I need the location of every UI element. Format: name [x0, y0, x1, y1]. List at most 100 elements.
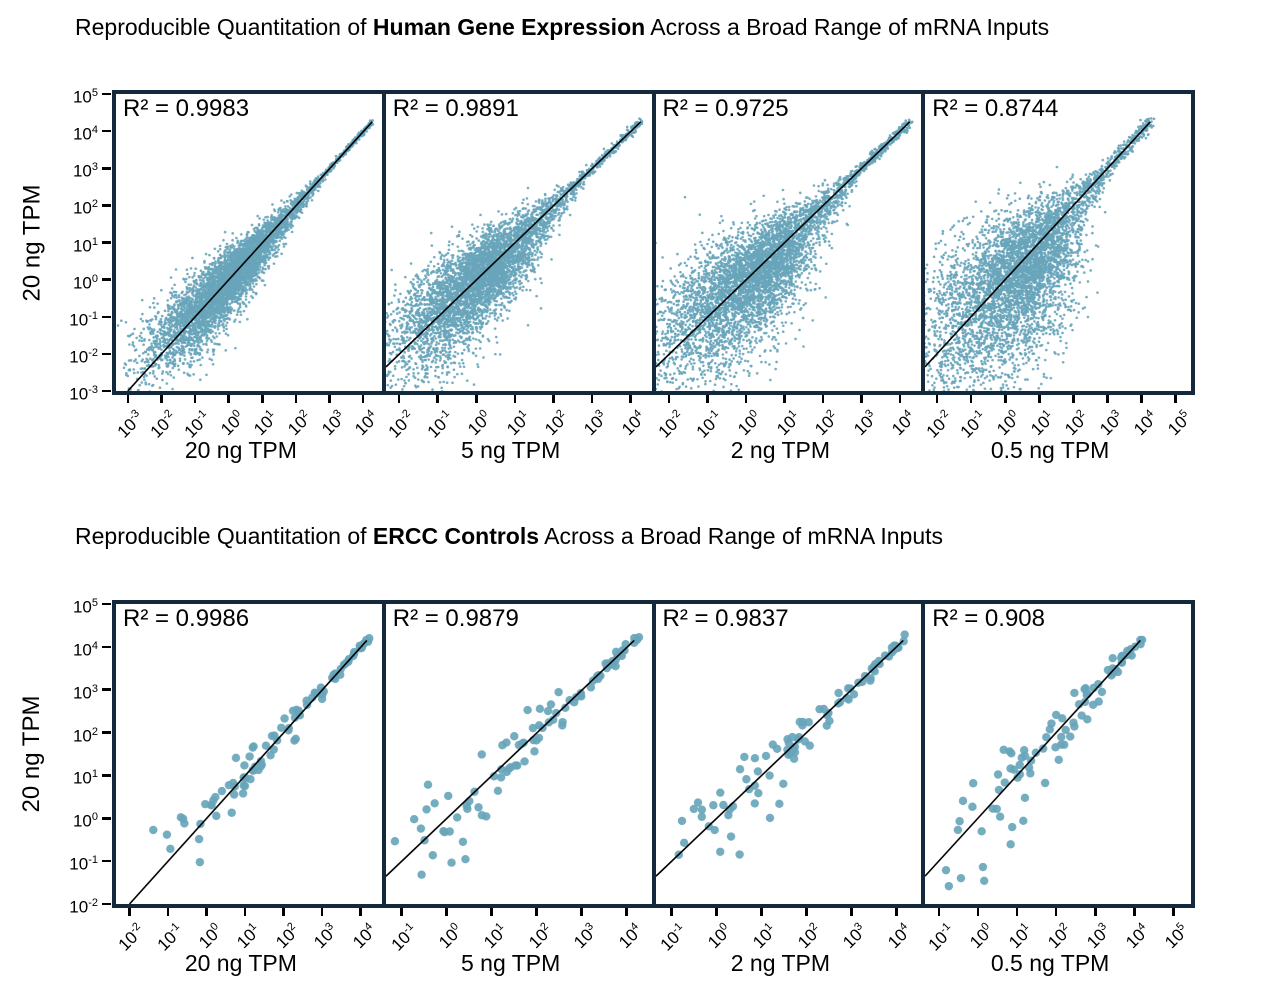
x-tick-mark: [670, 908, 673, 916]
x-tick-mark: [1054, 908, 1058, 916]
y-tick-mark: [102, 241, 111, 244]
x-tick-mark: [667, 395, 671, 403]
scatter-canvas: [655, 604, 922, 904]
r-squared-label: R² = 0.908: [932, 605, 1045, 632]
y-tick-mark: [102, 278, 111, 281]
x-tick-mark: [490, 908, 493, 916]
y-tick-label: 103: [72, 161, 98, 181]
scatter-canvas: [116, 94, 382, 391]
x-tick-mark: [976, 908, 980, 916]
y-axis-label: 20 ng TPM: [18, 695, 45, 813]
y-tick-mark: [102, 389, 111, 393]
y-tick-mark: [102, 817, 111, 820]
x-tick-mark: [937, 908, 941, 916]
y-tick-label: 104: [72, 124, 98, 144]
x-tick-mark: [160, 395, 163, 403]
panel-row: R² = 0.9986 R² = 0.9879 R² = 0.9837 R² = 0.…: [112, 600, 1195, 908]
y-tick-mark: [102, 645, 111, 649]
x-axis-label: 20 ng TPM: [184, 437, 297, 463]
y-tick-mark: [102, 352, 111, 356]
x-tick-mark: [126, 395, 130, 403]
y-tick-label: 100: [72, 811, 98, 831]
scatter-canvas: [925, 604, 1191, 904]
y-tick-label: 102: [72, 725, 98, 746]
x-tick-mark: [282, 908, 285, 916]
y-tick-label: 105: [72, 87, 98, 107]
x-tick-mark: [1140, 395, 1143, 403]
r-squared-label: R² = 0.9837: [662, 605, 789, 632]
x-tick-mark: [850, 908, 853, 916]
x-tick-mark: [580, 908, 583, 916]
x-tick-mark: [744, 395, 748, 403]
y-tick-label: 103: [72, 682, 98, 703]
scatter-panel: R² = 0.9879: [381, 604, 652, 904]
x-axis-label: 5 ng TPM: [460, 950, 561, 976]
y-tick-mark: [102, 902, 111, 906]
y-tick-mark: [102, 92, 111, 96]
x-tick-mark: [328, 395, 331, 403]
x-tick-mark: [898, 395, 902, 403]
scatter-canvas: [116, 604, 382, 904]
x-tick-mark: [243, 908, 247, 916]
y-tick-mark: [102, 688, 111, 691]
x-tick-mark: [1072, 395, 1075, 403]
x-tick-mark: [552, 395, 555, 403]
y-tick-mark: [102, 204, 111, 207]
x-tick-mark: [1004, 395, 1007, 403]
x-tick-mark: [1106, 395, 1109, 403]
r-squared-label: R² = 0.9986: [123, 605, 250, 632]
x-tick-mark: [1015, 908, 1019, 916]
x-tick-mark: [1172, 908, 1175, 916]
y-tick-label: 100: [72, 272, 98, 293]
x-tick-mark: [590, 395, 594, 403]
x-tick-mark: [436, 395, 439, 403]
y-tick-label: 105: [72, 597, 98, 617]
scatter-panel: R² = 0.8744: [921, 94, 1191, 391]
x-tick-mark: [359, 908, 362, 916]
y-tick-label: 10-3: [69, 384, 98, 404]
y-tick-mark: [102, 731, 111, 734]
x-axis-label: 5 ng TPM: [460, 437, 561, 463]
scatter-panel: R² = 0.9986: [116, 604, 382, 904]
x-tick-mark: [535, 908, 538, 916]
x-tick-mark: [513, 395, 517, 403]
panel-row: R² = 0.9983 R² = 0.9891 R² = 0.9725 R² = 0.…: [112, 90, 1195, 395]
x-axis-label: 2 ng TPM: [730, 950, 831, 976]
x-axis-label: 0.5 ng TPM: [990, 950, 1110, 976]
title-prefix: Reproducible Quantitation of: [75, 14, 373, 40]
x-tick-mark: [1174, 395, 1177, 403]
y-tick-label: 10-2: [69, 897, 98, 917]
x-tick-mark: [400, 908, 403, 916]
title-bold: Human Gene Expression: [372, 14, 646, 40]
r-squared-label: R² = 0.9879: [392, 605, 519, 632]
y-axis-label: 20 ng TPM: [18, 184, 45, 301]
x-axis-label: 20 ng TPM: [184, 950, 297, 976]
title-suffix: Across a Broad Range of mRNA Inputs: [645, 14, 1050, 40]
y-tick-mark: [102, 167, 111, 170]
title-suffix: Across a Broad Range of mRNA Inputs: [539, 523, 944, 549]
y-tick-label: 10-1: [69, 309, 98, 330]
human-gene-figure: Reproducible Quantitation of Human Gene …: [18, 14, 1195, 463]
scatter-canvas: [385, 604, 652, 904]
x-tick-mark: [969, 395, 973, 403]
x-tick-mark: [397, 395, 401, 403]
x-tick-mark: [860, 395, 863, 403]
scatter-canvas: [385, 94, 652, 391]
x-axis-label: 0.5 ng TPM: [990, 437, 1110, 463]
x-tick-mark: [320, 908, 324, 916]
r-squared-label: R² = 0.9891: [392, 95, 519, 122]
y-tick-mark: [102, 859, 111, 863]
x-tick-mark: [166, 908, 170, 916]
x-tick-mark: [361, 395, 365, 403]
y-tick-label: 10-2: [69, 346, 98, 367]
figure-title: Reproducible Quantitation of Human Gene …: [75, 14, 1049, 41]
x-axis-label: 2 ng TPM: [730, 437, 831, 463]
scatter-panel: R² = 0.9983: [116, 94, 382, 391]
y-tick-label: 101: [72, 768, 98, 789]
x-tick-mark: [261, 395, 264, 403]
figure-title: Reproducible Quantitation of ERCC Contro…: [75, 523, 943, 550]
x-tick-mark: [821, 395, 825, 403]
x-tick-mark: [193, 395, 197, 403]
x-tick-mark: [227, 395, 230, 403]
x-tick-mark: [935, 395, 939, 403]
